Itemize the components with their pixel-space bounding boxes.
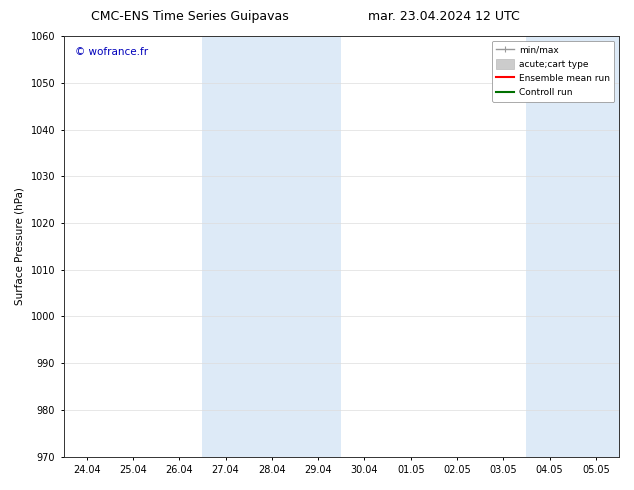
Bar	[526, 36, 619, 457]
Legend: min/max, acute;cart type, Ensemble mean run, Controll run: min/max, acute;cart type, Ensemble mean …	[492, 41, 614, 102]
Y-axis label: Surface Pressure (hPa): Surface Pressure (hPa)	[15, 188, 25, 305]
Text: mar. 23.04.2024 12 UTC: mar. 23.04.2024 12 UTC	[368, 10, 520, 23]
Text: © wofrance.fr: © wofrance.fr	[75, 47, 148, 57]
Bar	[202, 36, 341, 457]
Text: CMC-ENS Time Series Guipavas: CMC-ENS Time Series Guipavas	[91, 10, 289, 23]
